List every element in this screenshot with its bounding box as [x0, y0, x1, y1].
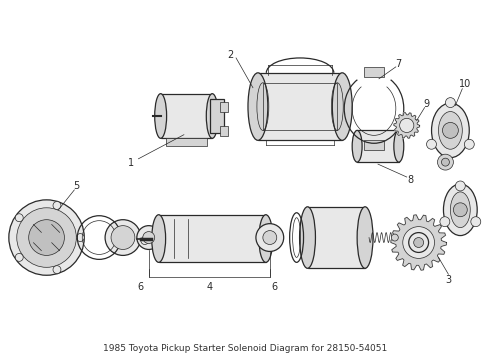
Circle shape — [17, 208, 76, 267]
Bar — [357, 130, 399, 162]
Bar — [364, 140, 384, 150]
Bar — [166, 138, 207, 146]
Text: 8: 8 — [408, 175, 414, 185]
Circle shape — [403, 227, 435, 258]
Circle shape — [471, 217, 481, 227]
Circle shape — [15, 214, 23, 222]
Text: 6: 6 — [272, 282, 278, 292]
Ellipse shape — [352, 130, 362, 162]
Ellipse shape — [248, 73, 268, 140]
Bar — [220, 126, 228, 136]
Circle shape — [414, 238, 424, 247]
Ellipse shape — [443, 184, 477, 235]
Circle shape — [440, 217, 450, 227]
Circle shape — [441, 158, 449, 166]
Text: 7: 7 — [396, 59, 402, 69]
Ellipse shape — [206, 94, 218, 138]
Text: 4: 4 — [206, 282, 212, 292]
Circle shape — [53, 266, 61, 274]
Circle shape — [438, 154, 453, 170]
Ellipse shape — [155, 94, 167, 138]
Ellipse shape — [332, 73, 352, 140]
Bar — [210, 99, 224, 133]
Circle shape — [111, 226, 135, 249]
Ellipse shape — [357, 207, 373, 268]
Bar — [258, 73, 342, 140]
Ellipse shape — [259, 215, 273, 262]
Circle shape — [465, 139, 474, 149]
Circle shape — [455, 181, 466, 191]
Ellipse shape — [152, 215, 166, 262]
Ellipse shape — [394, 130, 404, 162]
Text: 1985 Toyota Pickup Starter Solenoid Diagram for 28150-54051: 1985 Toyota Pickup Starter Solenoid Diag… — [103, 344, 387, 353]
Bar — [263, 83, 337, 130]
Circle shape — [263, 231, 277, 244]
Text: 10: 10 — [459, 79, 471, 89]
Text: 9: 9 — [423, 99, 430, 109]
Circle shape — [29, 220, 64, 255]
Text: 1: 1 — [128, 158, 134, 168]
Bar — [220, 102, 228, 112]
Circle shape — [392, 234, 398, 241]
Circle shape — [426, 139, 437, 149]
Ellipse shape — [432, 103, 469, 158]
Bar — [308, 207, 365, 268]
Ellipse shape — [450, 192, 470, 228]
Bar — [364, 67, 384, 77]
Text: 3: 3 — [445, 275, 451, 285]
Circle shape — [445, 98, 455, 108]
Polygon shape — [394, 113, 419, 138]
Circle shape — [105, 220, 141, 255]
Circle shape — [9, 200, 84, 275]
Ellipse shape — [439, 112, 462, 149]
Bar — [161, 94, 212, 138]
Circle shape — [141, 237, 149, 244]
Circle shape — [53, 202, 61, 210]
Text: 5: 5 — [73, 181, 79, 191]
Circle shape — [76, 234, 84, 242]
Text: 6: 6 — [138, 282, 144, 292]
Text: 2: 2 — [227, 50, 233, 60]
Ellipse shape — [299, 207, 316, 268]
Circle shape — [453, 203, 467, 217]
Circle shape — [400, 118, 414, 132]
Polygon shape — [391, 215, 446, 270]
Bar — [159, 215, 266, 262]
Circle shape — [409, 233, 429, 252]
Circle shape — [15, 253, 23, 261]
Circle shape — [137, 226, 161, 249]
Circle shape — [442, 122, 458, 138]
Circle shape — [143, 231, 155, 243]
Circle shape — [256, 224, 284, 251]
